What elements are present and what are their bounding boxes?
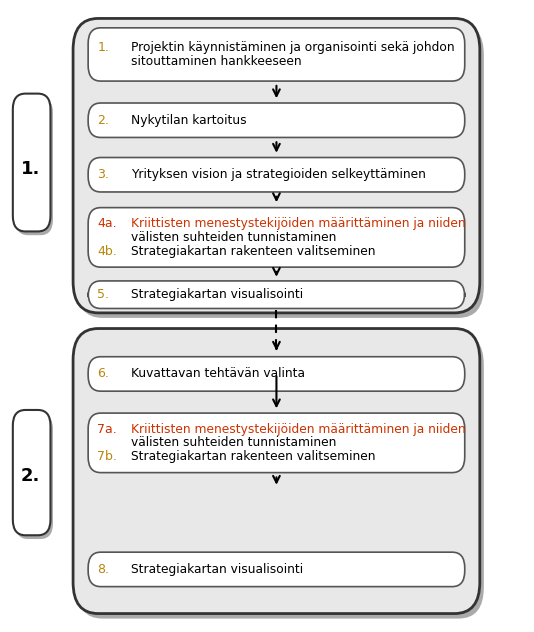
Text: 4b.: 4b.: [97, 245, 117, 258]
Text: 3.: 3.: [97, 168, 109, 181]
FancyBboxPatch shape: [88, 157, 465, 192]
FancyBboxPatch shape: [15, 97, 53, 235]
Text: 6.: 6.: [97, 367, 109, 380]
FancyBboxPatch shape: [88, 281, 465, 308]
Text: Kriittisten menestystekijöiden määrittäminen ja niiden: Kriittisten menestystekijöiden määrittäm…: [131, 423, 466, 435]
Text: 1.: 1.: [97, 41, 109, 54]
FancyBboxPatch shape: [77, 334, 484, 619]
FancyBboxPatch shape: [88, 413, 465, 473]
Text: sitouttaminen hankkeeseen: sitouttaminen hankkeeseen: [131, 55, 302, 68]
FancyBboxPatch shape: [15, 414, 53, 539]
FancyBboxPatch shape: [13, 94, 51, 231]
FancyBboxPatch shape: [77, 23, 484, 318]
FancyBboxPatch shape: [88, 552, 465, 586]
Text: Strategiakartan visualisointi: Strategiakartan visualisointi: [131, 288, 303, 301]
Text: Strategiakartan visualisointi: Strategiakartan visualisointi: [131, 563, 303, 576]
Text: Nykytilan kartoitus: Nykytilan kartoitus: [131, 114, 247, 127]
Text: Kriittisten menestystekijöiden määrittäminen ja niiden: Kriittisten menestystekijöiden määrittäm…: [131, 217, 466, 230]
FancyBboxPatch shape: [88, 28, 465, 81]
Text: välisten suhteiden tunnistaminen: välisten suhteiden tunnistaminen: [131, 436, 336, 449]
FancyBboxPatch shape: [88, 208, 465, 267]
Text: 2.: 2.: [97, 114, 109, 127]
Text: Strategiakartan rakenteen valitseminen: Strategiakartan rakenteen valitseminen: [131, 245, 375, 258]
FancyBboxPatch shape: [73, 18, 480, 313]
Text: 7b.: 7b.: [97, 450, 117, 463]
FancyBboxPatch shape: [13, 410, 51, 535]
Text: välisten suhteiden tunnistaminen: välisten suhteiden tunnistaminen: [131, 231, 336, 244]
Text: Strategiakartan rakenteen valitseminen: Strategiakartan rakenteen valitseminen: [131, 450, 375, 463]
FancyBboxPatch shape: [88, 356, 465, 391]
Text: 5.: 5.: [97, 288, 109, 301]
FancyBboxPatch shape: [88, 103, 465, 138]
Text: Projektin käynnistäminen ja organisointi sekä johdon: Projektin käynnistäminen ja organisointi…: [131, 41, 454, 54]
Text: 1.: 1.: [21, 160, 40, 178]
Text: Yrityksen vision ja strategioiden selkeyttäminen: Yrityksen vision ja strategioiden selkey…: [131, 168, 426, 181]
Text: 7a.: 7a.: [97, 423, 117, 435]
Text: 4a.: 4a.: [97, 217, 117, 230]
FancyBboxPatch shape: [73, 329, 480, 614]
Text: 2.: 2.: [21, 467, 40, 485]
Text: 8.: 8.: [97, 563, 109, 576]
Text: Kuvattavan tehtävän valinta: Kuvattavan tehtävän valinta: [131, 367, 305, 380]
